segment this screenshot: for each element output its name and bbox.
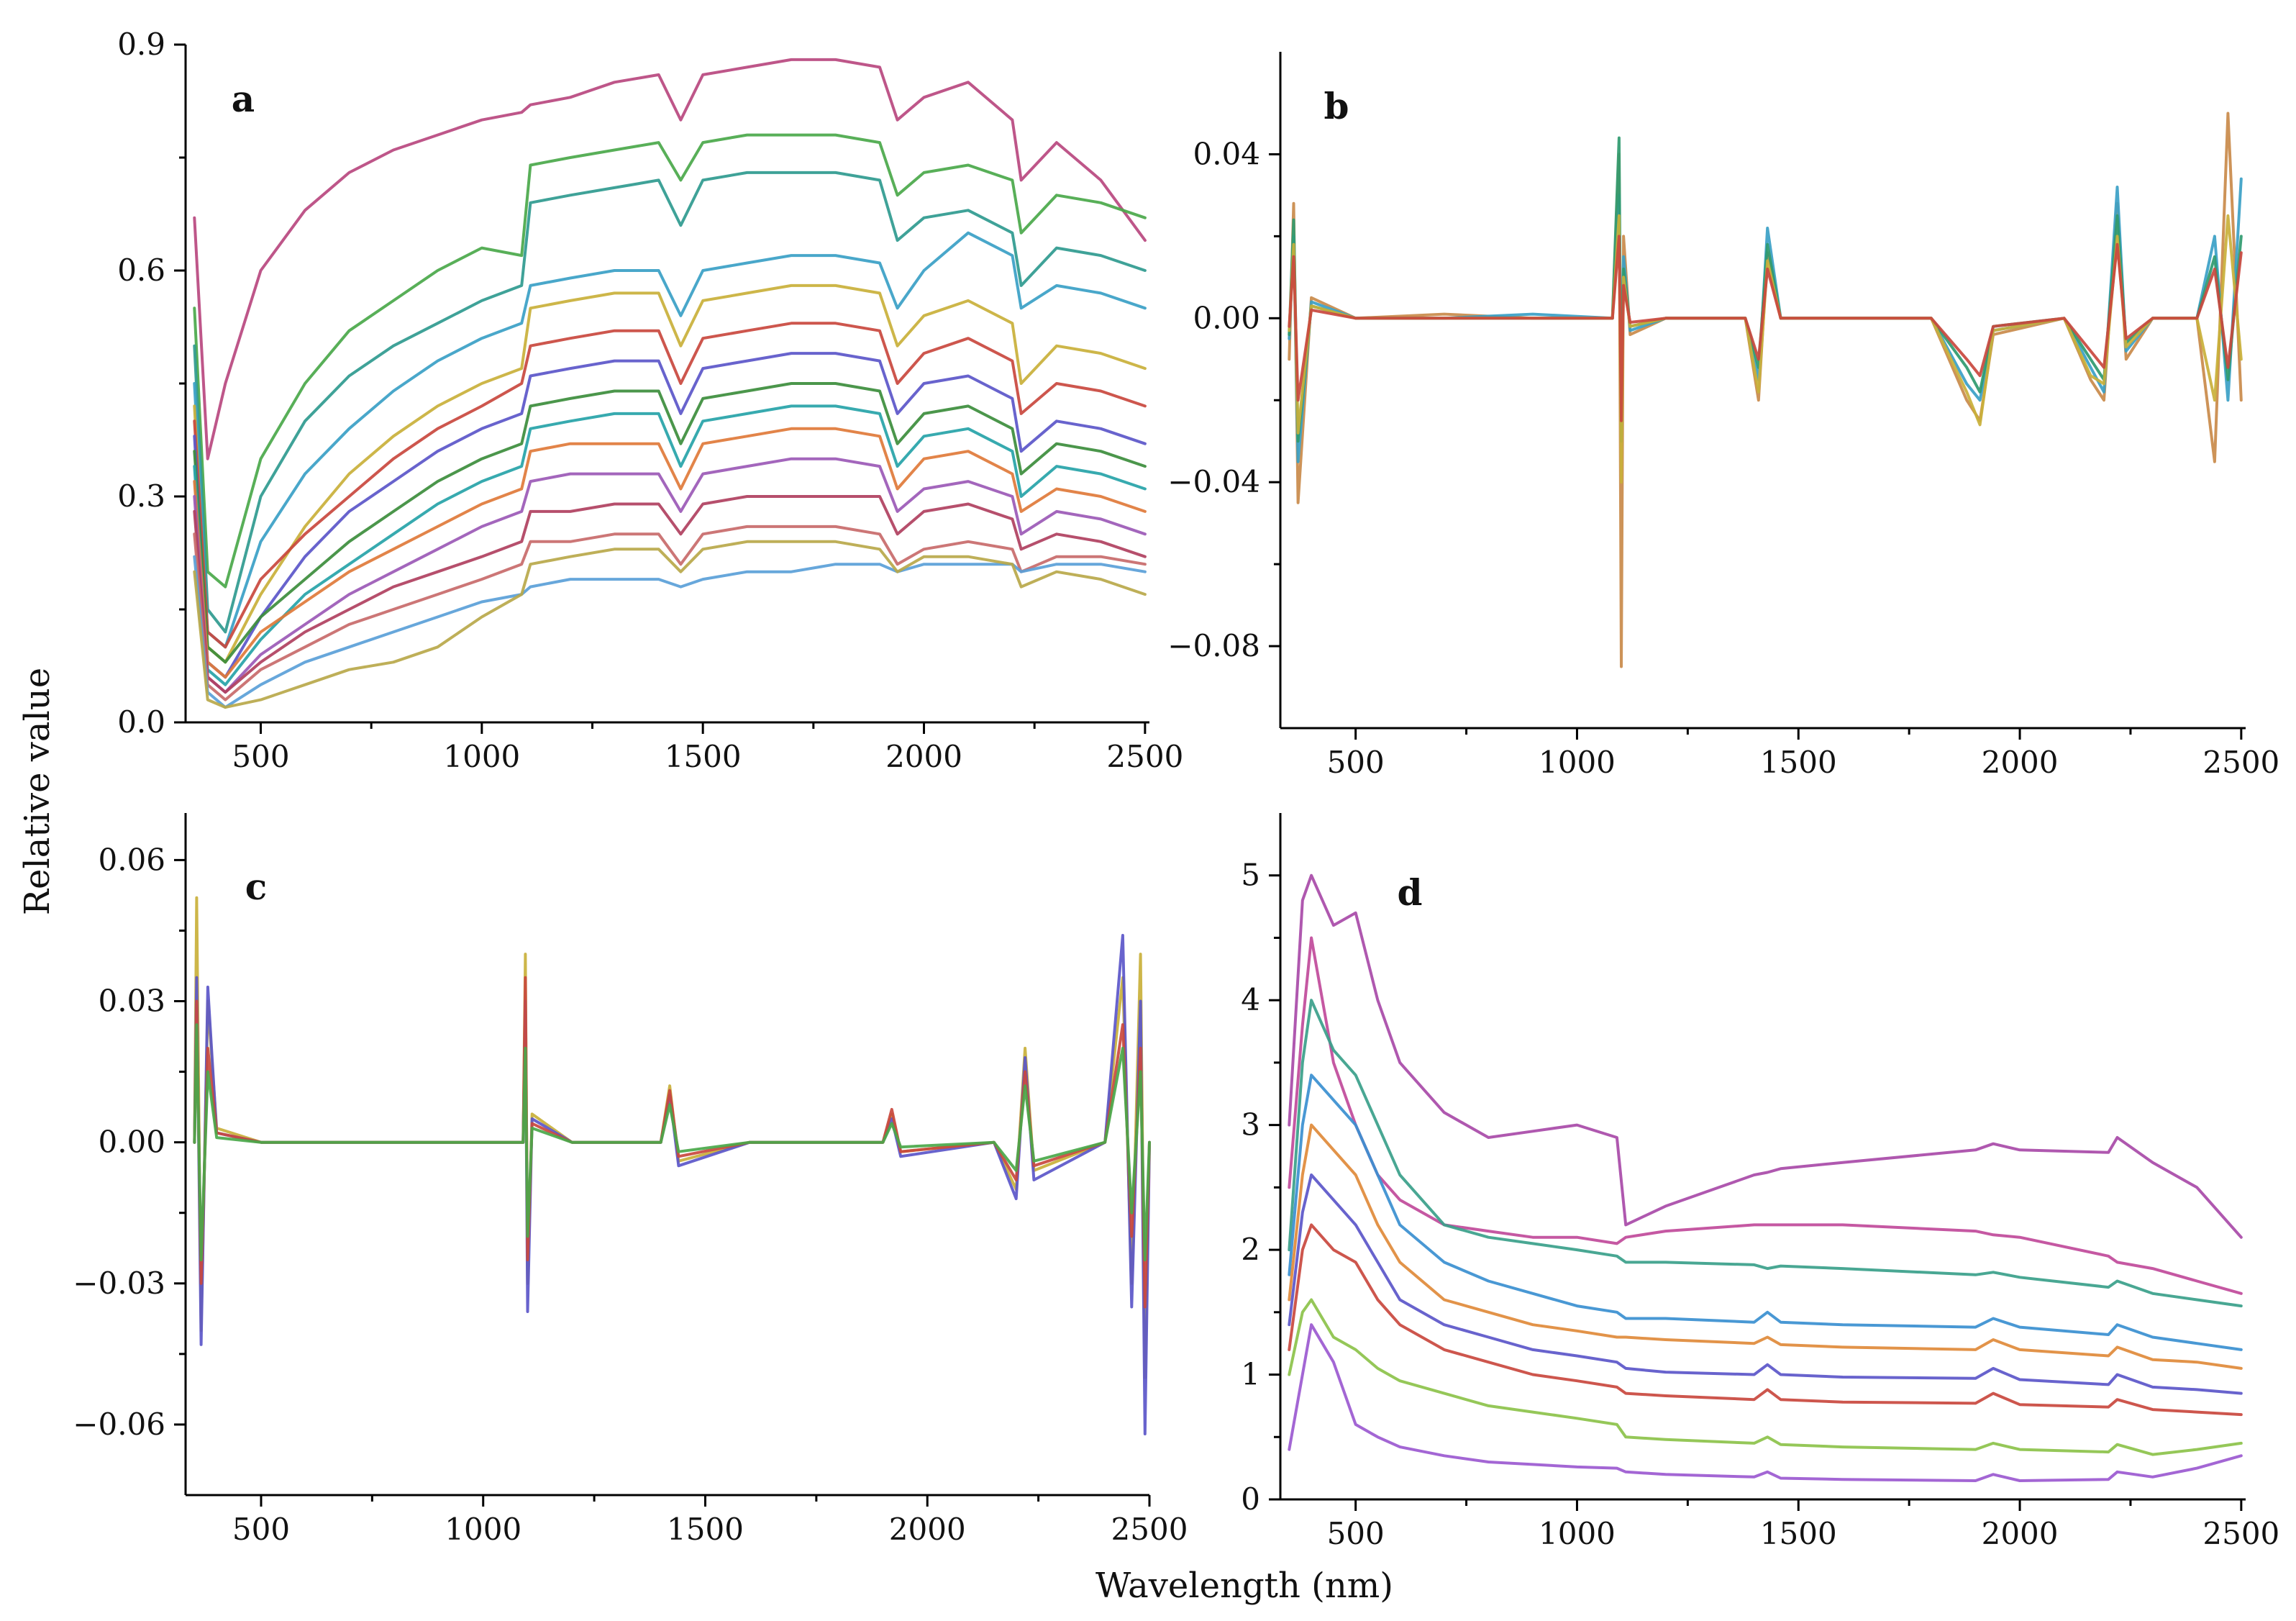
shared-y-axis-label: Relative value xyxy=(17,668,58,915)
x-tick-label-c: 1500 xyxy=(667,1512,744,1547)
y-tick-label-d: 0 xyxy=(1241,1481,1260,1517)
x-tick-label-d: 1500 xyxy=(1760,1516,1837,1551)
x-tick-label-a: 1000 xyxy=(443,739,520,774)
x-tick-label-c: 1000 xyxy=(445,1512,521,1547)
series-line-a-9 xyxy=(193,404,1147,686)
x-tick-label-b: 500 xyxy=(1327,745,1385,780)
x-tick-label-c: 500 xyxy=(232,1512,290,1547)
y-tick-label-c: −0.03 xyxy=(73,1266,165,1301)
x-tick-label-a: 2500 xyxy=(1106,739,1183,774)
series-line-d-4 xyxy=(1288,1073,2243,1351)
x-tick-label-c: 2000 xyxy=(889,1512,966,1547)
series-line-d-7 xyxy=(1288,1223,2243,1417)
y-tick-label-c: −0.06 xyxy=(73,1407,165,1442)
series-line-a-14 xyxy=(193,555,1147,709)
series-line-a-7 xyxy=(193,352,1147,679)
panel-letter-d: d xyxy=(1398,871,1423,914)
panel-a: 500 1000 1500 2000 2500 0.0 0.3 0.6 0.9 a xyxy=(117,27,1183,774)
series-line-a-3 xyxy=(193,171,1147,634)
y-tick-label-c: 0.03 xyxy=(98,984,165,1019)
x-tick-label-b: 1500 xyxy=(1760,745,1837,780)
series-line-c-4 xyxy=(193,1023,1151,1262)
panel-letter-c: c xyxy=(245,866,267,908)
series-line-a-15 xyxy=(193,540,1147,709)
y-tick-label-a: 0.9 xyxy=(117,27,165,62)
y-tick-label-d: 3 xyxy=(1241,1107,1260,1143)
series-line-a-13 xyxy=(193,525,1147,701)
y-tick-label-b: −0.08 xyxy=(1167,628,1260,663)
x-tick-label-d: 500 xyxy=(1327,1516,1385,1551)
y-tick-label-c: 0.00 xyxy=(98,1125,165,1160)
x-tick-label-a: 1500 xyxy=(665,739,742,774)
y-tick-label-b: −0.04 xyxy=(1167,464,1260,499)
y-tick-label-d: 5 xyxy=(1241,858,1260,893)
series-line-b-5 xyxy=(1288,235,2243,422)
panel-b: 500 1000 1500 2000 2500 −0.08 −0.04 0.00 0.04 b xyxy=(1167,52,2279,780)
x-tick-label-d: 2000 xyxy=(1982,1516,2059,1551)
y-tick-label-b: 0.04 xyxy=(1193,136,1260,171)
x-tick-label-b: 1000 xyxy=(1539,745,1616,780)
panel-d: 500 1000 1500 2000 2500 0 1 2 3 4 5 d xyxy=(1241,813,2279,1551)
y-tick-label-c: 0.06 xyxy=(98,842,165,877)
y-tick-label-a: 0.0 xyxy=(117,704,165,740)
x-tick-label-a: 500 xyxy=(232,739,289,774)
series-line-d-9 xyxy=(1288,1323,2243,1482)
series-line-a-6 xyxy=(193,322,1147,649)
x-tick-label-a: 2000 xyxy=(885,739,962,774)
series-line-a-4 xyxy=(193,231,1147,649)
series-line-a-5 xyxy=(193,283,1147,664)
series-line-a-2 xyxy=(193,133,1147,589)
y-tick-label-b: 0.00 xyxy=(1193,300,1260,335)
x-tick-label-b: 2000 xyxy=(1982,745,2059,780)
series-line-a-12 xyxy=(193,495,1147,694)
y-tick-label-d: 1 xyxy=(1241,1357,1260,1392)
series-line-d-6 xyxy=(1288,1173,2243,1395)
y-tick-label-d: 4 xyxy=(1241,982,1260,1017)
series-line-a-8 xyxy=(193,382,1147,664)
series-line-a-11 xyxy=(193,457,1147,694)
series-line-d-8 xyxy=(1288,1298,2243,1456)
x-tick-label-c: 2500 xyxy=(1111,1512,1188,1547)
y-tick-label-d: 2 xyxy=(1241,1232,1260,1267)
y-tick-label-a: 0.3 xyxy=(117,478,165,514)
panel-letter-a: a xyxy=(232,78,255,120)
series-line-d-5 xyxy=(1288,1123,2243,1370)
shared-x-axis-label: Wavelength (nm) xyxy=(1095,1566,1393,1606)
series-line-d-3 xyxy=(1288,999,2243,1308)
series-line-a-10 xyxy=(193,427,1147,679)
x-tick-label-b: 2500 xyxy=(2202,745,2279,780)
x-tick-label-d: 2500 xyxy=(2202,1516,2279,1551)
y-tick-label-a: 0.6 xyxy=(117,253,165,288)
panel-letter-b: b xyxy=(1324,85,1349,127)
series-line-a-1 xyxy=(193,58,1147,460)
panel-c: 500 1000 1500 2000 2500 −0.06 −0.03 0.00 0.03 0.0… xyxy=(73,813,1188,1547)
x-tick-label-d: 1000 xyxy=(1539,1516,1616,1551)
series-line-d-1 xyxy=(1288,873,2243,1239)
